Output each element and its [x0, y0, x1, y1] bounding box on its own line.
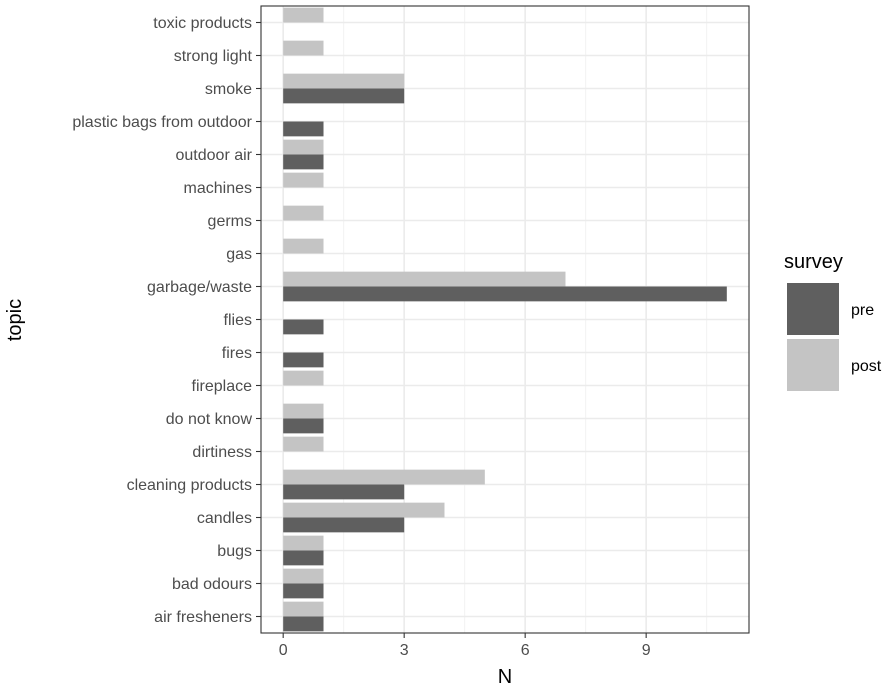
y-tick-label: candles: [197, 510, 252, 527]
bar-post: [283, 205, 324, 221]
x-tick-label: 0: [279, 642, 288, 659]
bar-post: [283, 40, 324, 56]
bar-post: [283, 469, 485, 485]
y-tick-label: machines: [184, 180, 252, 197]
legend: survey pre post: [784, 251, 882, 391]
bar-post: [283, 370, 324, 386]
y-tick-label: gas: [226, 246, 252, 263]
y-tick-label: plastic bags from outdoor: [72, 114, 252, 131]
y-tick-label: toxic products: [153, 15, 252, 32]
legend-key-pre: [787, 283, 839, 335]
bar-pre: [283, 154, 324, 170]
y-tick-label: strong light: [174, 48, 253, 65]
y-tick-label: dirtiness: [192, 444, 252, 461]
y-tick-label: flies: [224, 312, 252, 329]
bar-post: [283, 139, 324, 155]
y-tick-label: air fresheners: [154, 609, 252, 626]
bars: [283, 7, 727, 632]
y-tick-label: outdoor air: [176, 147, 253, 164]
legend-title: survey: [784, 251, 843, 273]
bar-pre: [283, 583, 324, 599]
x-axis-ticks: 0 3 6 9: [279, 633, 651, 659]
y-tick-label: do not know: [166, 411, 253, 428]
y-tick-label: fireplace: [192, 378, 253, 395]
y-tick-label: cleaning products: [127, 477, 252, 494]
legend-label-post: post: [851, 358, 882, 375]
bar-post: [283, 502, 445, 518]
y-axis-ticks: air fresheners bad odours bugs candles clean…: [72, 15, 261, 626]
y-tick-label: garbage/waste: [147, 279, 252, 296]
grid-lines: [261, 6, 749, 633]
bar-post: [283, 7, 324, 23]
bar-pre: [283, 88, 405, 104]
bar-post: [283, 238, 324, 254]
y-tick-label: smoke: [205, 81, 252, 98]
bar-post: [283, 535, 324, 551]
y-axis-title: topic: [4, 299, 26, 341]
x-tick-label: 9: [642, 642, 651, 659]
x-tick-label: 6: [521, 642, 530, 659]
bar-pre: [283, 517, 405, 533]
bar-post: [283, 403, 324, 419]
bar-pre: [283, 418, 324, 434]
bar-pre: [283, 352, 324, 368]
y-tick-label: fires: [222, 345, 252, 362]
bar-pre: [283, 616, 324, 632]
legend-key-post: [787, 339, 839, 391]
bar-post: [283, 436, 324, 452]
bar-pre: [283, 286, 727, 302]
y-tick-label: bad odours: [172, 576, 252, 593]
x-tick-label: 3: [400, 642, 409, 659]
x-axis-title: N: [498, 666, 512, 688]
bar-post: [283, 172, 324, 188]
y-tick-label: germs: [208, 213, 252, 230]
bar-pre: [283, 550, 324, 566]
bar-post: [283, 271, 566, 287]
bar-pre: [283, 319, 324, 335]
bar-pre: [283, 484, 405, 500]
y-tick-label: bugs: [217, 543, 252, 560]
bar-post: [283, 73, 405, 89]
legend-label-pre: pre: [851, 302, 874, 319]
bar-post: [283, 568, 324, 584]
bar-post: [283, 601, 324, 617]
bar-pre: [283, 121, 324, 137]
